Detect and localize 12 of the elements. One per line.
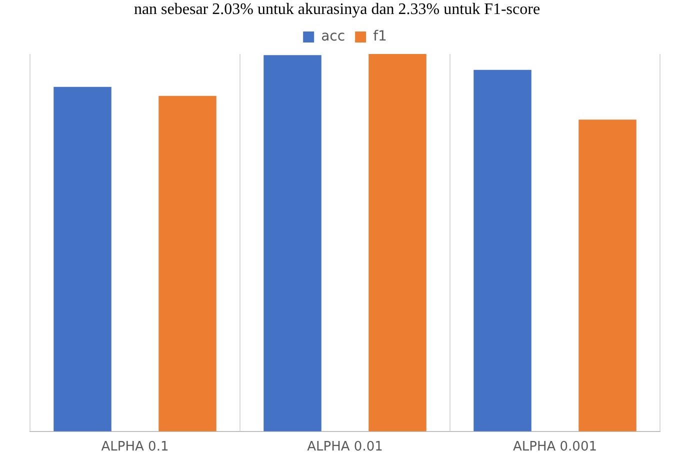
legend-label: f1 [373,28,387,45]
x-tick-label: ALPHA 0.1 [101,440,169,455]
bar [578,120,636,432]
bar [474,70,532,432]
legend-label: acc [321,28,346,45]
bar [54,86,112,432]
bar [264,55,322,432]
bar [158,96,216,432]
x-tick-label: ALPHA 0.01 [307,440,383,455]
x-tick-label: ALPHA 0.001 [513,440,597,455]
text: nan sebesar 2.03% untuk akurasinya dan 2.33% untuk F1-score [132,0,542,20]
bar [368,54,426,432]
